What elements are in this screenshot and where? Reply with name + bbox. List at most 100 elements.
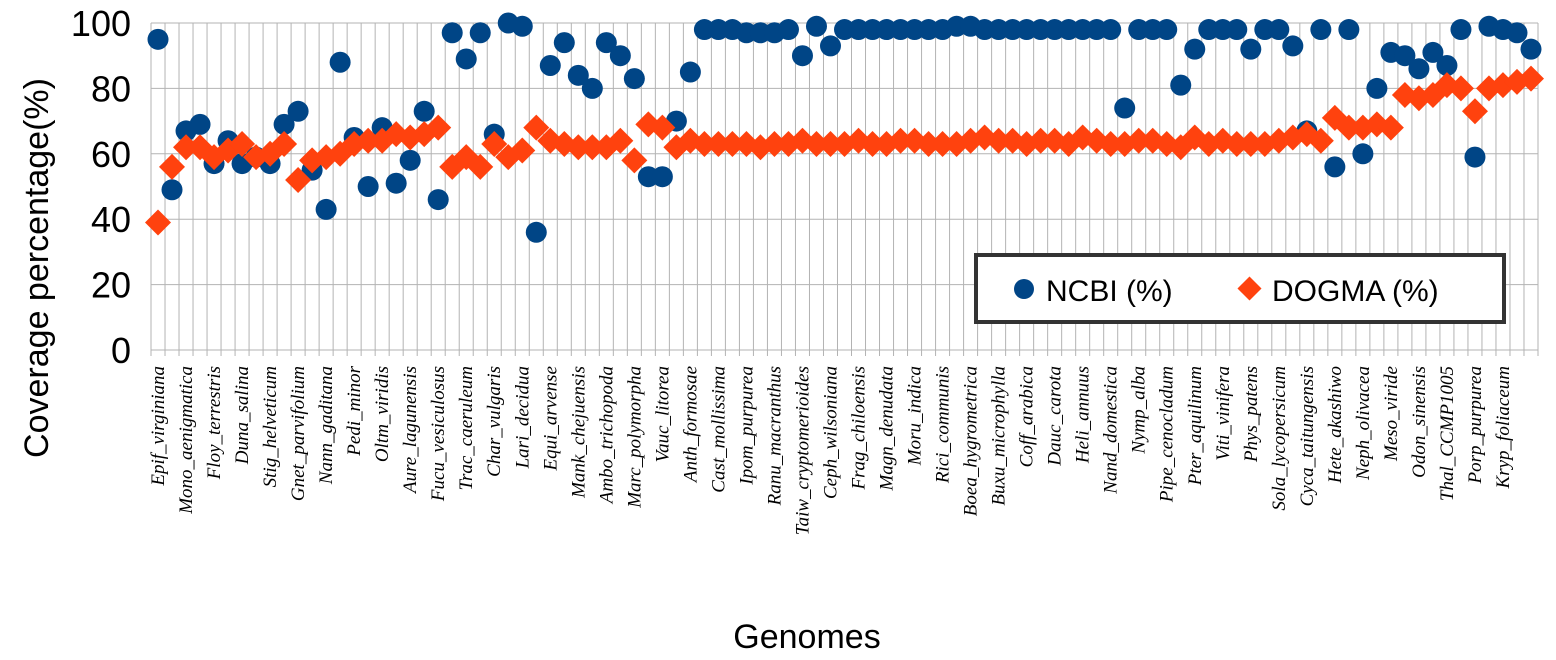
dogma-point (355, 127, 382, 154)
ncbi-point (1366, 77, 1388, 99)
ncbi-point (581, 77, 603, 99)
y-tick-label: 0 (111, 330, 131, 371)
dogma-point (887, 127, 914, 154)
dogma-point (719, 130, 746, 157)
x-tick-label: Cast_mollissima (708, 366, 729, 493)
ncbi-point (161, 179, 183, 201)
ncbi-point (469, 22, 491, 44)
dogma-point (565, 134, 592, 161)
dogma-point (817, 130, 844, 157)
x-tick-label: Buxu_microphylla (989, 366, 1010, 506)
dogma-point (425, 114, 452, 141)
ncbi-point (1114, 97, 1136, 119)
x-tick-label: Odon_sinensis (1409, 366, 1430, 478)
dogma-point (929, 130, 956, 157)
dogma-point (159, 153, 186, 180)
x-tick-label: Duna_salina (232, 366, 253, 465)
dogma-point (1307, 127, 1334, 154)
dogma-point (761, 130, 788, 157)
x-tick-label: Oltm_viridis (372, 366, 393, 462)
ncbi-point (1240, 38, 1262, 60)
dogma-point (915, 130, 942, 157)
ncbi-point (1184, 38, 1206, 60)
x-tick-label: Heli_annuus (1073, 366, 1094, 464)
ncbi-point (427, 189, 449, 211)
x-tick-label: Moru_indica (905, 366, 926, 466)
dogma-point (509, 137, 536, 164)
y-tick-label: 100 (71, 3, 131, 44)
dogma-point (523, 114, 550, 141)
x-tick-label: Neph_olivacea (1353, 366, 1374, 481)
dogma-point (1223, 130, 1250, 157)
ncbi-point (399, 149, 421, 171)
legend: NCBI (%) DOGMA (%) (974, 253, 1506, 324)
dogma-point (1237, 130, 1264, 157)
dogma-point (1517, 65, 1544, 92)
x-tick-label: Meso_viride (1381, 366, 1402, 462)
x-tick-label: Mono_aenigmatica (176, 366, 197, 515)
x-tick-label: Phys_patens (1241, 366, 1262, 463)
ncbi-point (1464, 146, 1486, 168)
ncbi-point (1436, 55, 1458, 77)
x-tick-label: Vauc_litorea (652, 366, 673, 462)
dogma-point (607, 127, 634, 154)
x-tick-label: Kryp_foliaceum (1493, 366, 1514, 489)
ncbi-point (679, 61, 701, 83)
x-tick-label: Equi_arvense (540, 366, 561, 471)
x-tick-label: Mank_chejuensis (568, 366, 589, 499)
dogma-point (1027, 127, 1054, 154)
x-tick-label: Pter_aquilinum (1185, 366, 1206, 486)
x-tick-label: Aure_lagunensis (400, 366, 421, 495)
ncbi-point (1422, 41, 1444, 63)
x-tick-label: Viti_vinifera (1213, 366, 1234, 461)
dogma-point (579, 134, 606, 161)
dogma-point (1377, 114, 1404, 141)
x-tick-label: Lari_decidua (512, 366, 533, 469)
dogma-point (1447, 75, 1474, 102)
ncbi-point (189, 113, 211, 135)
x-tick-label: Epif_virginiana (148, 366, 169, 487)
ncbi-point (1156, 19, 1178, 41)
x-tick-label: Pipe_cenocladum (1157, 366, 1178, 503)
legend-ncbi-label: NCBI (%) (1046, 275, 1173, 308)
dogma-point (1335, 114, 1362, 141)
x-tick-label: Frag_chiloensis (849, 366, 870, 491)
ncbi-point (287, 100, 309, 122)
ncbi-point (1100, 19, 1122, 41)
y-tick-label: 60 (91, 134, 131, 175)
x-tick-label: Gnet_parvifolium (288, 366, 309, 501)
x-tick-label: Thal_CCMP1005 (1437, 366, 1458, 501)
x-tick-label: Magn_denudata (877, 366, 898, 492)
ncbi-point (777, 19, 799, 41)
ncbi-point (511, 15, 533, 37)
x-tick-label: Porp_purpurea (1465, 366, 1486, 485)
ncbi-point (595, 32, 617, 54)
y-tick-label: 80 (91, 68, 131, 109)
ncbi-point (273, 113, 295, 135)
dogma-point (467, 153, 494, 180)
ncbi-point (1282, 35, 1304, 57)
x-tick-label: Nand_domestica (1101, 366, 1122, 495)
x-tick-label: Dauc_carota (1045, 366, 1066, 467)
ncbi-point (1170, 74, 1192, 96)
dogma-point (1097, 130, 1124, 157)
dogma-point (1125, 127, 1152, 154)
dogma-point (145, 209, 172, 236)
x-tick-labels: Epif_virginiana Mono_aenigmatica Floy_terr… (148, 365, 1514, 535)
ncbi-point (147, 28, 169, 50)
dogma-point (1461, 98, 1488, 125)
dogma-point (285, 166, 312, 193)
x-tick-label: Floy_terrestris (204, 366, 225, 480)
ncbi-point (1338, 19, 1360, 41)
dogma-point (229, 130, 256, 157)
x-tick-label: Rici_communis (933, 366, 954, 484)
ncbi-point (651, 166, 673, 188)
x-tick-label: Hete_akashiwo (1325, 366, 1346, 484)
x-axis-title: Genomes (733, 618, 880, 656)
ncbi-point (1352, 143, 1374, 165)
x-tick-label: Coff_arabica (1017, 366, 1038, 467)
ncbi-point (1450, 19, 1472, 41)
ncbi-point (1506, 22, 1528, 44)
ncbi-point (1226, 19, 1248, 41)
